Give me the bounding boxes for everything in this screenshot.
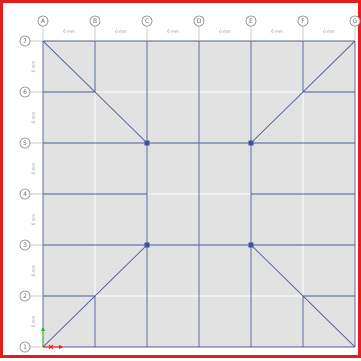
grid-bubble-y (19, 86, 31, 98)
dimension-label-x: 6 mm (219, 29, 231, 34)
axis-triad-icon (41, 326, 64, 350)
beam (42, 244, 148, 348)
dimension-label-y: 6 mm (31, 163, 36, 175)
beams-group (42, 40, 356, 348)
grid-bubble-y (19, 188, 31, 200)
grid-label-x: A (41, 18, 46, 25)
grid-bubble-x (349, 15, 361, 27)
dimension-label-x: 6 mm (323, 29, 335, 34)
column-marker (248, 242, 254, 248)
grid-label-y: 5 (23, 140, 27, 147)
columns-group (144, 140, 254, 248)
dimension-label-x: 6 mm (63, 29, 75, 34)
grid-label-x: E (249, 18, 253, 25)
grid-label-y: 3 (23, 242, 27, 249)
dimension-label-y: 6 mm (31, 214, 36, 226)
grid-label-y: 7 (23, 38, 27, 45)
dimension-label-y: 6 mm (31, 112, 36, 124)
grid-label-x: F (301, 18, 305, 25)
y-grid-bubbles: 7 6 5 4 3 2 1 (19, 35, 43, 353)
grid-bubble-x (141, 15, 153, 27)
dimension-label-x: 6 mm (167, 29, 179, 34)
beam (250, 244, 356, 348)
dimension-label-x: 6 mm (115, 29, 127, 34)
grid-bubble-x (245, 15, 257, 27)
dimension-labels: 6 mm 6 mm 6 mm 6 mm 6 mm 6 mm 6 mm 6 mm 6 mm 6 mm… (31, 29, 335, 327)
grid-label-y: 6 (23, 89, 27, 96)
dimension-label-y: 6 mm (31, 265, 36, 277)
column-marker (144, 140, 150, 146)
column-marker (248, 140, 254, 146)
beam (250, 40, 356, 144)
grid-label-x: B (93, 18, 97, 25)
grid-bubble-y (19, 341, 31, 353)
grid-bubble-y (19, 290, 31, 302)
grid-bubble-y (19, 137, 31, 149)
grid-label-x: D (197, 18, 202, 25)
dimension-label-y: 6 mm (31, 316, 36, 328)
grid-label-y: 4 (23, 191, 27, 198)
grid-bubble-x (89, 15, 101, 27)
x-grid-bubbles: A B C D E F G (37, 15, 361, 41)
grid-bubble-y (19, 35, 31, 47)
grid-bubble-x (297, 15, 309, 27)
grid-bubble-x (37, 15, 49, 27)
dimension-label-y: 6 mm (31, 61, 36, 73)
grid-label-y: 2 (23, 293, 27, 300)
column-marker (144, 242, 150, 248)
grid-label-y: 1 (23, 344, 27, 351)
dimension-label-x: 6 mm (271, 29, 283, 34)
grid-label-x: G (353, 18, 358, 25)
beam (42, 40, 148, 144)
grid-bubble-x (193, 15, 205, 27)
grid-bubble-y (19, 239, 31, 251)
grid-label-x: C (145, 18, 149, 25)
